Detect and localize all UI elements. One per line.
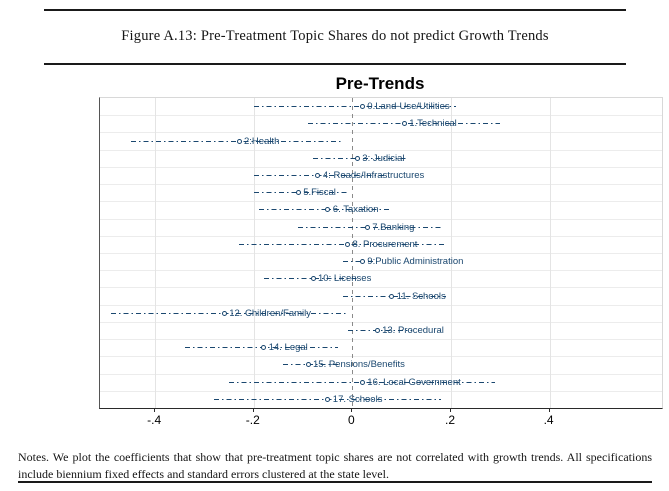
topic-label: 3: Judicial [362,152,405,164]
figure-notes: Notes. We plot the coefficients that sho… [18,450,652,481]
horizontal-gridline [100,149,662,151]
confidence-interval-line [239,243,447,245]
topic-label: 1.Technical [409,118,457,130]
chart-title: Pre-Trends [335,74,425,93]
coefficient-marker [221,310,227,316]
top-rule [44,9,626,11]
vertical-gridline [253,98,255,408]
topic-label: 9:Public Administration [367,256,464,268]
coefficient-marker [359,104,365,110]
topic-label: 16. Local Government [367,376,461,388]
horizontal-gridline [100,373,662,375]
x-axis-tick [548,408,550,412]
topic-label: 7.Banking [372,221,415,233]
horizontal-gridline [100,390,662,392]
topic-label: 5.Fiscal [303,187,336,199]
x-axis-tick [252,408,254,412]
coefficient-marker [359,379,365,385]
vertical-gridline [549,98,551,408]
caption-bottom-rule [44,63,626,65]
coefficient-marker [310,276,316,282]
zero-reference-line [352,98,354,408]
coefficient-marker [261,345,267,351]
topic-label: 6. Taxation [332,204,379,216]
topic-label: 8. Procurement [352,238,418,250]
vertical-gridline [451,98,452,408]
topic-label: 2:Health [244,135,280,147]
vertical-gridline [155,98,157,408]
topic-label: 15. Pensions/Benefits [313,359,405,371]
bottom-rule [18,481,652,483]
coefficient-marker [305,362,311,368]
horizontal-gridline [100,287,662,289]
horizontal-gridline [100,304,662,306]
coefficient-plot-area: 0.Land-Use/Utilities 1.Technical 2:Health 3… [99,97,663,409]
coefficient-marker [401,121,407,127]
topic-label: 12. Children/Family [229,307,312,319]
coefficient-marker [389,293,395,299]
horizontal-gridline [100,132,662,134]
x-axis-tick-label: .4 [543,413,554,427]
confidence-interval-line [342,295,446,297]
x-axis-tick [351,408,353,412]
x-axis-tick-label: -.2 [245,413,260,427]
coefficient-marker [359,259,365,265]
horizontal-gridline [100,235,662,237]
horizontal-gridline [100,184,662,186]
x-axis-tick-label: 0 [348,413,355,427]
confidence-interval-line [342,261,377,263]
horizontal-gridline [100,356,662,358]
horizontal-gridline [100,201,662,203]
confidence-interval-line [253,106,456,108]
topic-label: 13. Procedural [382,325,444,336]
topic-label: 14. Legal [268,342,308,354]
x-axis-tick-label: .2 [444,413,455,427]
horizontal-gridline [100,115,662,117]
figure-caption: Figure A.13: Pre-Treatment Topic Shares … [121,28,549,44]
coefficient-marker [345,241,350,247]
horizontal-gridline [100,270,662,272]
horizontal-gridline [100,218,662,220]
coefficient-marker [374,328,380,333]
confidence-interval-line [298,226,442,228]
coefficient-marker [325,207,331,213]
topic-label: 4: Roads/Infrastructures [322,170,425,181]
coefficient-marker [236,138,242,144]
x-axis-tick-label: -.4 [147,413,162,427]
topic-label: 0.Land-Use/Utilities [367,101,450,113]
coefficient-marker [364,224,370,230]
coefficient-marker [295,190,301,196]
x-axis: -.4 -.2 0 .2 .4 [99,408,661,434]
confidence-interval-line [110,312,348,314]
coefficient-marker [325,396,331,402]
horizontal-gridline [100,321,662,323]
horizontal-gridline [100,166,662,168]
topic-label: 10: Licenses [318,273,372,285]
horizontal-gridline [100,339,662,341]
topic-label: 17. Schools [332,393,383,405]
topic-label: 11. Schools [396,290,446,302]
x-axis-tick [450,408,451,412]
coefficient-marker [354,155,360,161]
confidence-interval-line [253,175,387,176]
confidence-interval-line [258,209,392,211]
coefficient-marker [315,173,321,178]
confidence-interval-line [313,157,407,159]
horizontal-gridline [100,253,662,254]
x-axis-tick [154,408,156,412]
